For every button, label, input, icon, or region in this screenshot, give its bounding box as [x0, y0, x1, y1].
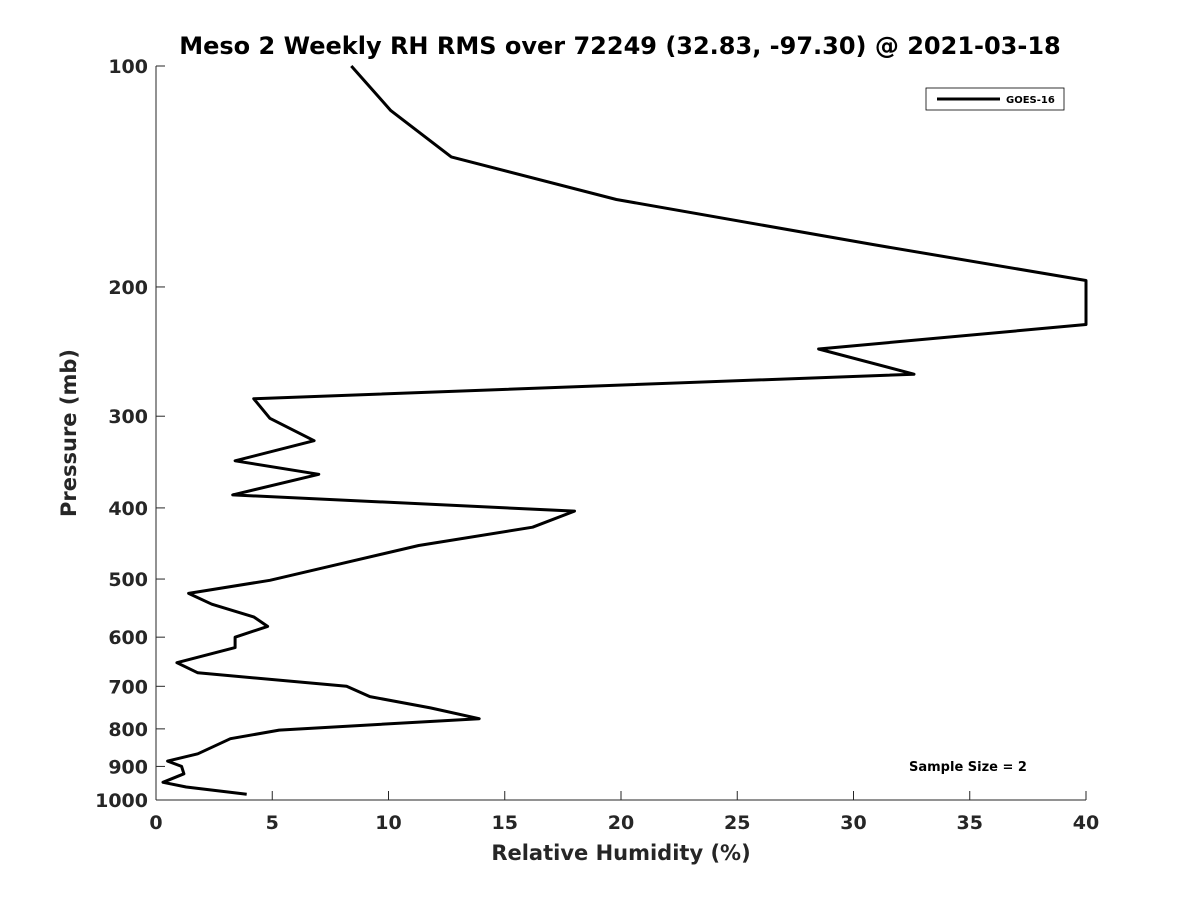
plot-area: 0 5 10 15 20 25 30 35 40 100 200 300 400 500 600 700 80… — [95, 56, 1099, 834]
chart-title: Meso 2 Weekly RH RMS over 72249 (32.83, … — [179, 32, 1061, 60]
y-tick-label: 600 — [108, 627, 148, 649]
y-tick-label: 1000 — [95, 790, 148, 812]
y-axis-label: Pressure (mb) — [57, 349, 81, 517]
x-tick-label: 5 — [266, 812, 279, 834]
x-axis-label: Relative Humidity (%) — [491, 841, 750, 865]
y-tick-label: 200 — [108, 277, 148, 299]
x-axis-ticks: 0 5 10 15 20 25 30 35 40 — [149, 791, 1099, 834]
y-tick-label: 900 — [108, 756, 148, 778]
series-line-goes-16 — [161, 65, 1088, 796]
y-tick-label: 100 — [108, 56, 148, 78]
x-tick-label: 15 — [492, 812, 518, 834]
x-tick-label: 35 — [957, 812, 983, 834]
x-tick-label: 30 — [840, 812, 866, 834]
y-tick-label: 700 — [108, 676, 148, 698]
y-tick-label: 400 — [108, 498, 148, 520]
y-axis-ticks: 100 200 300 400 500 600 700 800 900 1000 — [95, 56, 165, 812]
x-tick-label: 0 — [149, 812, 162, 834]
x-tick-label: 20 — [608, 812, 634, 834]
x-tick-label: 40 — [1073, 812, 1099, 834]
sample-size-annotation: Sample Size = 2 — [909, 760, 1027, 775]
legend: GOES-16 — [925, 87, 1065, 111]
y-tick-label: 300 — [108, 406, 148, 428]
y-tick-label: 800 — [108, 719, 148, 741]
x-tick-label: 25 — [724, 812, 750, 834]
legend-entry-goes-16: GOES-16 — [1006, 95, 1055, 106]
x-tick-label: 10 — [375, 812, 401, 834]
y-tick-label: 500 — [108, 569, 148, 591]
